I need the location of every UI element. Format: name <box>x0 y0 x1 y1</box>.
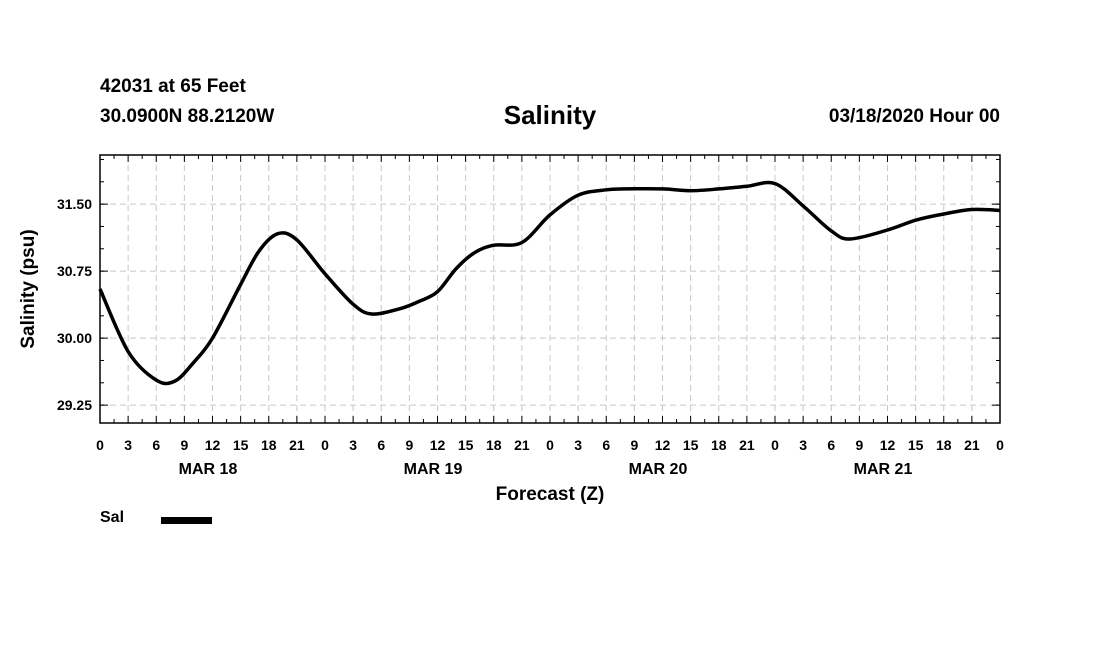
coordinates-label: 30.0900N 88.2120W <box>100 106 275 127</box>
day-label: MAR 18 <box>179 461 238 478</box>
x-tick-label: 21 <box>514 437 530 453</box>
x-tick-label: 6 <box>152 437 160 453</box>
x-tick-label: 18 <box>261 437 277 453</box>
x-tick-label: 0 <box>321 437 329 453</box>
x-tick-label: 18 <box>936 437 952 453</box>
x-tick-label: 9 <box>630 437 638 453</box>
x-tick-label: 15 <box>458 437 474 453</box>
station-label: 42031 at 65 Feet <box>100 76 246 97</box>
legend-swatch <box>161 517 212 524</box>
x-tick-label: 3 <box>349 437 357 453</box>
x-tick-label: 21 <box>964 437 980 453</box>
x-tick-label: 21 <box>289 437 305 453</box>
x-tick-label: 18 <box>711 437 727 453</box>
y-tick-label: 30.00 <box>57 330 92 346</box>
x-tick-label: 12 <box>880 437 896 453</box>
series-layer <box>98 180 1001 386</box>
y-tick-label: 31.50 <box>57 196 92 212</box>
x-tick-label: 0 <box>546 437 554 453</box>
x-tick-label: 9 <box>180 437 188 453</box>
y-tick-label: 29.25 <box>57 397 92 413</box>
x-axis-label: Forecast (Z) <box>496 484 605 505</box>
x-axis: 0 3 6 9 12 15 18 21 0 3 6 9 12 15 18 21 0 3 6 9 12 15 18 21 0 3 6 9… <box>96 155 1004 478</box>
day-label: MAR 20 <box>629 461 688 478</box>
series-line-sal <box>98 180 1001 386</box>
x-tick-label: 6 <box>602 437 610 453</box>
x-tick-label: 15 <box>908 437 924 453</box>
x-tick-label: 15 <box>683 437 699 453</box>
x-tick-label: 0 <box>96 437 104 453</box>
x-tick-label: 12 <box>430 437 446 453</box>
x-tick-label: 0 <box>771 437 779 453</box>
grid-lines <box>100 155 1000 423</box>
x-tick-label: 3 <box>799 437 807 453</box>
y-tick-label: 30.75 <box>57 263 92 279</box>
x-tick-label: 6 <box>377 437 385 453</box>
x-tick-label: 12 <box>655 437 671 453</box>
x-tick-label: 18 <box>486 437 502 453</box>
y-axis: 29.25 30.00 30.75 31.50 <box>57 158 1000 413</box>
day-label: MAR 19 <box>404 461 463 478</box>
x-tick-label: 3 <box>574 437 582 453</box>
x-tick-label: 3 <box>124 437 132 453</box>
legend-label: Sal <box>100 509 125 526</box>
x-tick-label: 0 <box>996 437 1004 453</box>
x-tick-label: 21 <box>739 437 755 453</box>
day-label: MAR 21 <box>854 461 913 478</box>
x-tick-label: 9 <box>405 437 413 453</box>
y-axis-label: Salinity (psu) <box>18 229 39 348</box>
x-tick-label: 9 <box>855 437 863 453</box>
forecast-run-label: 03/18/2020 Hour 00 <box>828 106 1000 127</box>
x-tick-label: 12 <box>205 437 221 453</box>
x-tick-label: 15 <box>233 437 249 453</box>
x-tick-label: 6 <box>827 437 835 453</box>
chart-title: Salinity <box>503 100 597 130</box>
